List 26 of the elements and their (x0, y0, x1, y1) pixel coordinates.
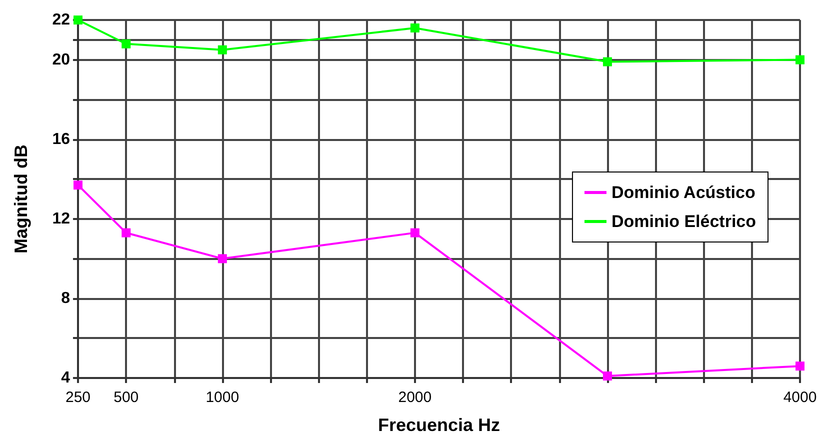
point (796, 362, 804, 371)
point (796, 55, 804, 64)
x-tick-label: 4000 (783, 389, 817, 406)
x-tick-label: 2000 (398, 389, 432, 406)
y-tick-label: 4 (61, 370, 70, 386)
point (122, 39, 131, 48)
y-tick-label: 22 (52, 12, 70, 28)
y-axis-title: Magnitud dB (11, 144, 31, 254)
y-tick-label: 20 (52, 51, 70, 68)
x-tick-label: 250 (65, 389, 91, 406)
y-tick-label: 16 (52, 130, 70, 148)
y-tick-label: 12 (52, 210, 70, 228)
point (410, 23, 420, 32)
point (218, 45, 227, 54)
legend-label: Dominio Acústico (611, 183, 756, 202)
point (122, 228, 131, 238)
x-tick-label: 500 (114, 389, 139, 406)
point (74, 180, 82, 190)
point (602, 57, 612, 66)
point (218, 254, 227, 264)
y-tick-label: 8 (61, 290, 70, 307)
x-axis-title: Frecuencia Hz (378, 415, 500, 435)
x-tick-label: 1000 (206, 389, 240, 406)
point (410, 228, 420, 238)
point (602, 372, 612, 381)
legend-label: Dominio Eléctrico (611, 212, 756, 231)
